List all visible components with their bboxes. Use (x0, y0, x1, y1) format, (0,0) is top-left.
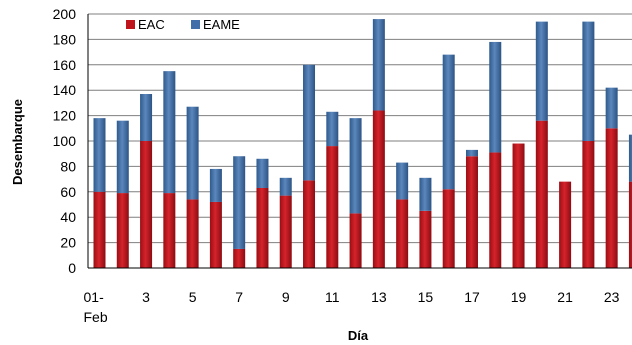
bar-eame-5 (186, 106, 199, 200)
y-tick-label: 200 (53, 6, 77, 22)
x-tick-label: 7 (235, 289, 243, 305)
bar-eac-16 (442, 189, 455, 268)
bar-eame-10 (303, 64, 316, 181)
bar-eame-18 (489, 41, 502, 153)
bar-eame-6 (209, 168, 222, 202)
bar-eac-14 (396, 199, 409, 268)
bar-eac-21 (559, 181, 572, 268)
bar-eame-2 (116, 120, 129, 194)
legend: EAC EAME (126, 17, 240, 32)
bar-eame-15 (419, 177, 432, 211)
bar-eac-13 (372, 110, 385, 269)
bar-eame-3 (140, 94, 153, 141)
x-tick-label: 17 (464, 289, 480, 305)
x-tick-label: 21 (557, 289, 573, 305)
bar-eac-15 (419, 210, 432, 268)
bar-eame-13 (372, 19, 385, 111)
bar-eac-18 (489, 152, 502, 268)
y-tick-label: 20 (60, 235, 76, 251)
bar-eame-01-Feb (93, 118, 106, 192)
bar-eame-17 (465, 149, 478, 157)
y-tick-label: 0 (68, 260, 76, 276)
bar-eac-17 (465, 156, 478, 268)
bar-eac-4 (163, 193, 176, 268)
bar-eac-01-Feb (93, 191, 106, 268)
y-tick-label: 100 (53, 133, 77, 149)
x-tick-label: 15 (418, 289, 434, 305)
bar-eac-2 (116, 193, 129, 268)
bar-eame-8 (256, 158, 269, 188)
bar-eac-7 (233, 248, 246, 268)
bar-eame-22 (582, 21, 595, 141)
y-tick-label: 60 (60, 184, 76, 200)
bar-eac-9 (279, 195, 292, 268)
y-tick-label: 180 (53, 31, 77, 47)
bar-eame-12 (349, 118, 362, 214)
legend-swatch-eac (126, 20, 135, 29)
bar-eame-4 (163, 71, 176, 194)
legend-label-eame: EAME (203, 17, 240, 32)
bar-eame-24 (628, 134, 632, 182)
x-tick-label: 5 (189, 289, 197, 305)
axes (87, 14, 632, 269)
bar-eame-11 (326, 111, 339, 147)
bar-eame-23 (605, 87, 618, 129)
bar-eame-7 (233, 156, 246, 249)
legend-swatch-eame (191, 20, 200, 29)
y-tick-labels: 0 20 40 60 80 100 120 140 160 180 200 (53, 6, 77, 276)
bar-eac-3 (140, 141, 153, 268)
y-tick-label: 80 (60, 158, 76, 174)
x-tick-label: 11 (325, 289, 340, 305)
bar-eame-20 (535, 21, 548, 121)
x-tick-label: 01-Feb (84, 289, 108, 325)
x-tick-label: 19 (511, 289, 527, 305)
x-tick-label: 9 (282, 289, 290, 305)
bar-eac-6 (209, 201, 222, 268)
x-tick-label: 3 (142, 289, 150, 305)
x-axis-title: Día (348, 328, 369, 343)
x-tick-label: 13 (371, 289, 387, 305)
bar-eac-10 (303, 180, 316, 268)
bar-eac-23 (605, 128, 618, 268)
y-tick-label: 160 (53, 57, 77, 73)
bar-eame-14 (396, 162, 409, 200)
y-tick-label: 40 (60, 209, 76, 225)
bar-eac-11 (326, 146, 339, 268)
x-tick-labels: 01-Feb3579111315171921232527 (84, 289, 620, 325)
bar-eac-24 (628, 181, 632, 268)
bar-eame-9 (279, 177, 292, 196)
bar-eac-20 (535, 120, 548, 269)
x-tick-label: 23 (604, 289, 620, 305)
bar-eac-8 (256, 187, 269, 268)
bar-eac-5 (186, 199, 199, 268)
bar-eac-19 (512, 143, 525, 268)
bar-eame-16 (442, 54, 455, 190)
y-axis-title: Desembarque (10, 99, 25, 185)
y-tick-label: 140 (53, 82, 77, 98)
y-tick-label: 120 (53, 108, 77, 124)
bar-eac-12 (349, 213, 362, 268)
bar-eac-22 (582, 141, 595, 268)
legend-label-eac: EAC (138, 17, 165, 32)
bars (93, 19, 632, 269)
